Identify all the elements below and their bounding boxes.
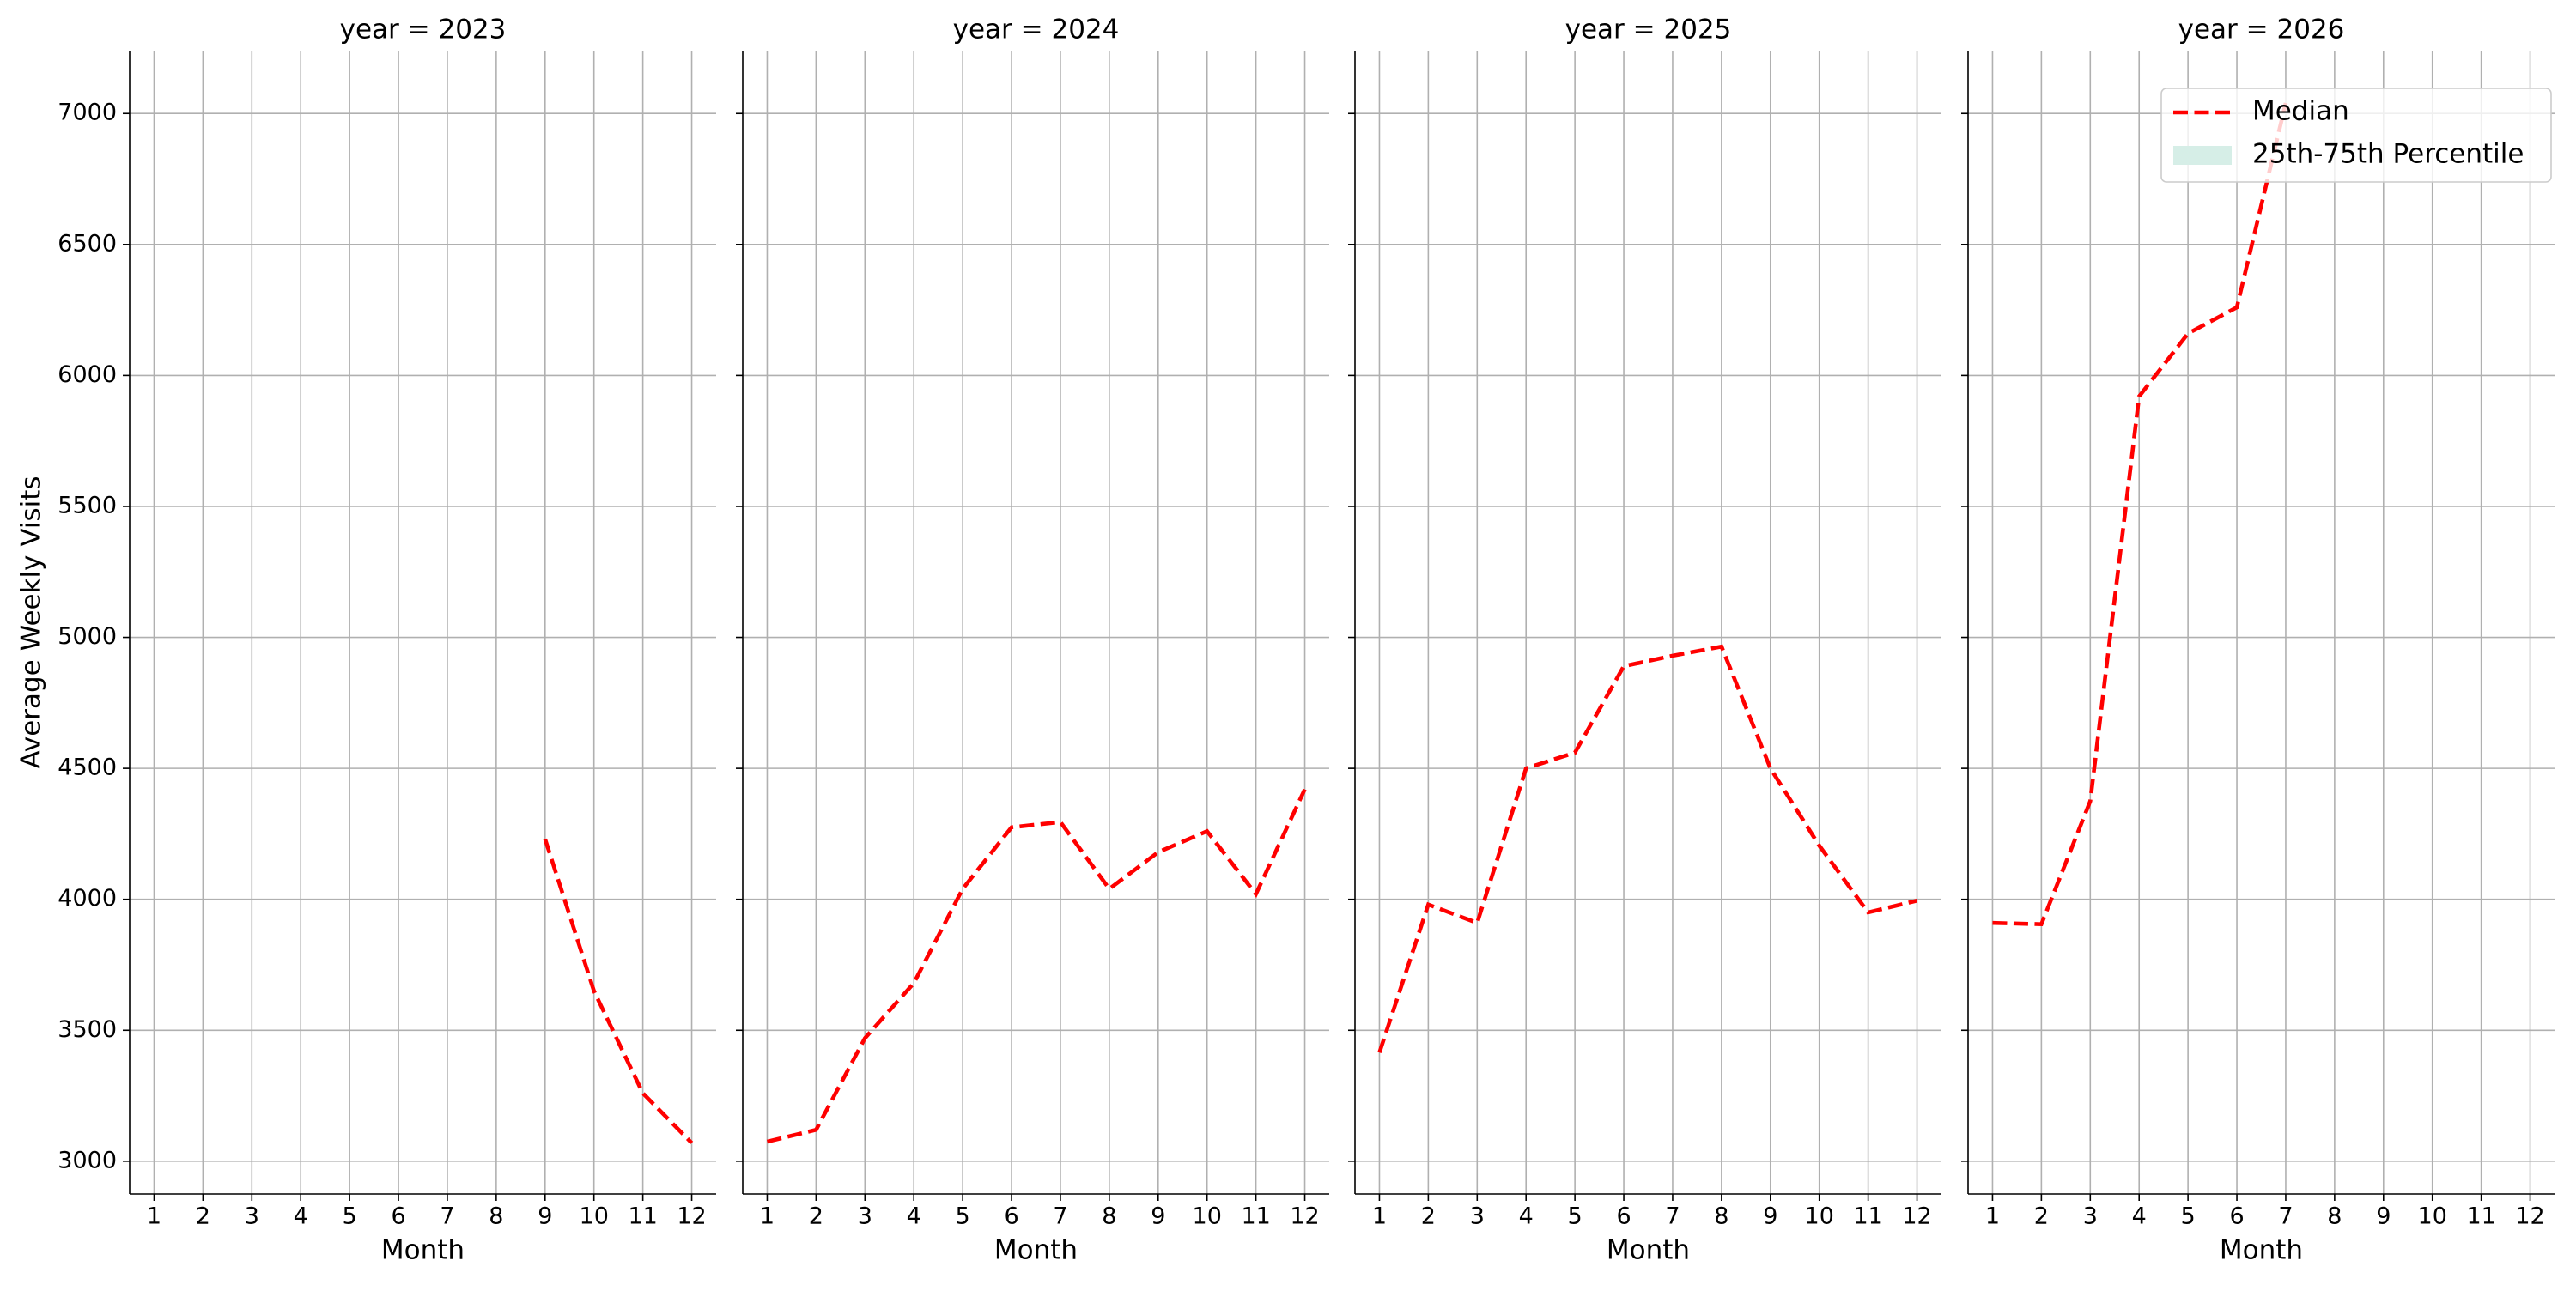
x-tick-label: 1 <box>760 1203 775 1230</box>
y-axis-label: Average Weekly Visits <box>16 476 47 768</box>
median-line <box>1377 644 1918 1053</box>
x-tick-label: 4 <box>2132 1203 2147 1230</box>
x-tick-label: 11 <box>1853 1203 1882 1230</box>
x-tick-label: 8 <box>1102 1203 1116 1230</box>
x-tick-label: 12 <box>677 1203 706 1230</box>
x-tick-label: 7 <box>1665 1203 1680 1230</box>
x-tick-label: 7 <box>440 1203 454 1230</box>
x-tick-label: 12 <box>2515 1203 2544 1230</box>
y-tick-label: 3000 <box>58 1147 117 1173</box>
x-tick-label: 10 <box>1193 1203 1222 1230</box>
panel-title: year = 2024 <box>953 15 1120 45</box>
x-tick-label: 4 <box>1519 1203 1534 1230</box>
x-tick-label: 11 <box>628 1203 657 1230</box>
x-tick-label: 8 <box>2327 1203 2342 1230</box>
x-tick-label: 1 <box>1372 1203 1387 1230</box>
x-tick-label: 3 <box>245 1203 259 1230</box>
legend-label: Median <box>2252 96 2349 127</box>
panel-title: year = 2025 <box>1565 15 1732 45</box>
x-tick-label: 1 <box>147 1203 161 1230</box>
x-tick-label: 12 <box>1902 1203 1931 1230</box>
x-tick-label: 10 <box>2418 1203 2447 1230</box>
x-tick-label: 5 <box>1568 1203 1583 1230</box>
panel-title: year = 2026 <box>2178 15 2345 45</box>
x-tick-label: 9 <box>538 1203 552 1230</box>
x-tick-label: 2 <box>809 1203 823 1230</box>
x-tick-label: 5 <box>2181 1203 2196 1230</box>
y-tick-label: 4000 <box>58 885 117 912</box>
x-axis-label: Month <box>994 1235 1078 1266</box>
x-tick-label: 8 <box>489 1203 503 1230</box>
x-tick-label: 7 <box>2278 1203 2293 1230</box>
y-tick-label: 6500 <box>58 230 117 257</box>
x-tick-label: 2 <box>196 1203 210 1230</box>
x-tick-label: 9 <box>1763 1203 1777 1230</box>
x-tick-label: 11 <box>2466 1203 2495 1230</box>
y-tick-label: 6000 <box>58 361 117 388</box>
x-axis-label: Month <box>2220 1235 2303 1266</box>
x-tick-label: 6 <box>2229 1203 2244 1230</box>
median-line <box>766 788 1307 1144</box>
y-tick-label: 4500 <box>58 755 117 781</box>
x-tick-label: 6 <box>1616 1203 1631 1230</box>
x-tick-label: 10 <box>1805 1203 1834 1230</box>
x-axis-label: Month <box>1607 1235 1690 1266</box>
x-tick-label: 3 <box>1470 1203 1485 1230</box>
y-tick-label: 3500 <box>58 1016 117 1043</box>
x-tick-label: 6 <box>1004 1203 1018 1230</box>
x-tick-label: 5 <box>956 1203 970 1230</box>
x-tick-label: 8 <box>1714 1203 1728 1230</box>
x-tick-label: 5 <box>343 1203 357 1230</box>
legend-swatch <box>2173 146 2232 165</box>
x-tick-label: 9 <box>1151 1203 1165 1230</box>
x-tick-label: 3 <box>858 1203 872 1230</box>
x-tick-label: 3 <box>2083 1203 2098 1230</box>
x-tick-label: 6 <box>391 1203 405 1230</box>
y-tick-label: 5500 <box>58 492 117 518</box>
legend: Median 25th-75th Percentile <box>2160 88 2552 183</box>
panel-title: year = 2023 <box>340 15 507 45</box>
x-tick-label: 9 <box>2376 1203 2391 1230</box>
median-line <box>543 838 694 1145</box>
x-tick-label: 11 <box>1241 1203 1270 1230</box>
x-tick-label: 4 <box>907 1203 921 1230</box>
x-axis-label: Month <box>381 1235 465 1266</box>
x-tick-label: 4 <box>294 1203 308 1230</box>
x-tick-label: 7 <box>1053 1203 1067 1230</box>
x-tick-label: 10 <box>580 1203 609 1230</box>
y-tick-label: 7000 <box>58 100 117 126</box>
x-tick-label: 1 <box>1985 1203 2000 1230</box>
x-tick-label: 2 <box>1421 1203 1436 1230</box>
x-tick-label: 2 <box>2034 1203 2049 1230</box>
x-tick-label: 12 <box>1290 1203 1319 1230</box>
y-tick-label: 5000 <box>58 623 117 650</box>
legend-label: 25th-75th Percentile <box>2252 139 2524 170</box>
legend-box <box>2160 88 2552 183</box>
median-line <box>1992 102 2288 927</box>
